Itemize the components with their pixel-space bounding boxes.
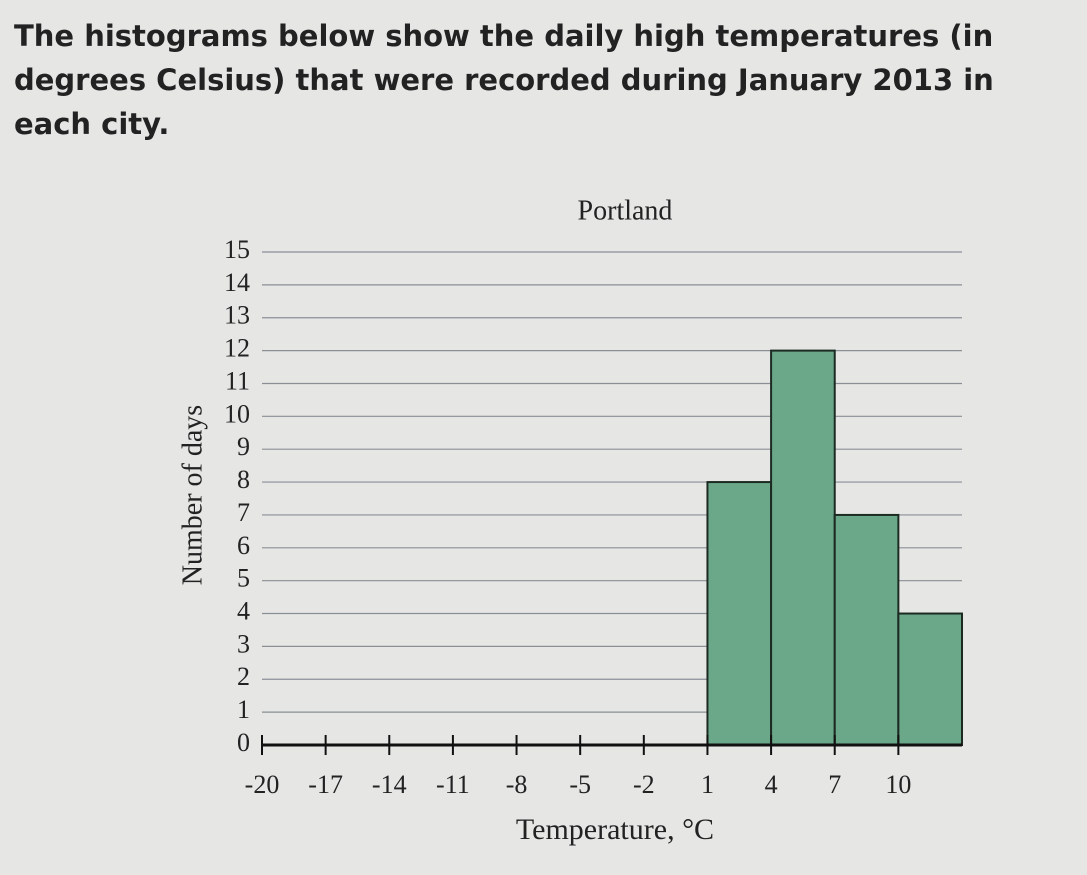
x-tick-label: -11 <box>436 770 470 799</box>
x-tick-label: -8 <box>506 770 528 799</box>
question-text: The histograms below show the daily high… <box>14 19 994 141</box>
bar <box>833 513 900 747</box>
chart-title: Portland <box>578 195 673 226</box>
y-tick-label: 7 <box>237 498 250 527</box>
x-tick-label: -20 <box>245 770 280 799</box>
y-tick-label: 13 <box>224 301 250 330</box>
x-tick-label: 1 <box>701 770 714 799</box>
y-tick-label: 3 <box>237 629 250 658</box>
x-tick-label: -14 <box>372 770 407 799</box>
y-tick-label: 0 <box>237 728 250 757</box>
y-tick-label: 8 <box>237 465 250 494</box>
x-tick-label: 10 <box>885 770 911 799</box>
bar <box>770 349 836 746</box>
y-tick-label: 15 <box>224 235 250 264</box>
y-tick-label: 2 <box>237 662 250 691</box>
y-tick-label: 4 <box>237 597 250 626</box>
x-tick-label: 4 <box>765 770 778 799</box>
x-tick-label: -17 <box>308 770 343 799</box>
x-tick-label: -2 <box>633 770 655 799</box>
bar <box>706 481 773 746</box>
y-tick-label: 12 <box>224 334 250 363</box>
y-tick-label: 5 <box>237 564 250 593</box>
y-tick-label: 6 <box>237 531 250 560</box>
y-tick-label: 1 <box>237 695 250 724</box>
y-tick-label: 11 <box>225 366 250 395</box>
bar <box>897 612 964 746</box>
x-tick-label: 7 <box>828 770 841 799</box>
y-tick-label: 10 <box>224 399 250 428</box>
x-tick-label: -5 <box>569 770 591 799</box>
y-tick-label: 14 <box>224 268 250 297</box>
y-axis-label: Number of days <box>177 405 208 585</box>
x-axis-label: Temperature, °C <box>516 813 714 846</box>
y-tick-label: 9 <box>237 432 250 461</box>
